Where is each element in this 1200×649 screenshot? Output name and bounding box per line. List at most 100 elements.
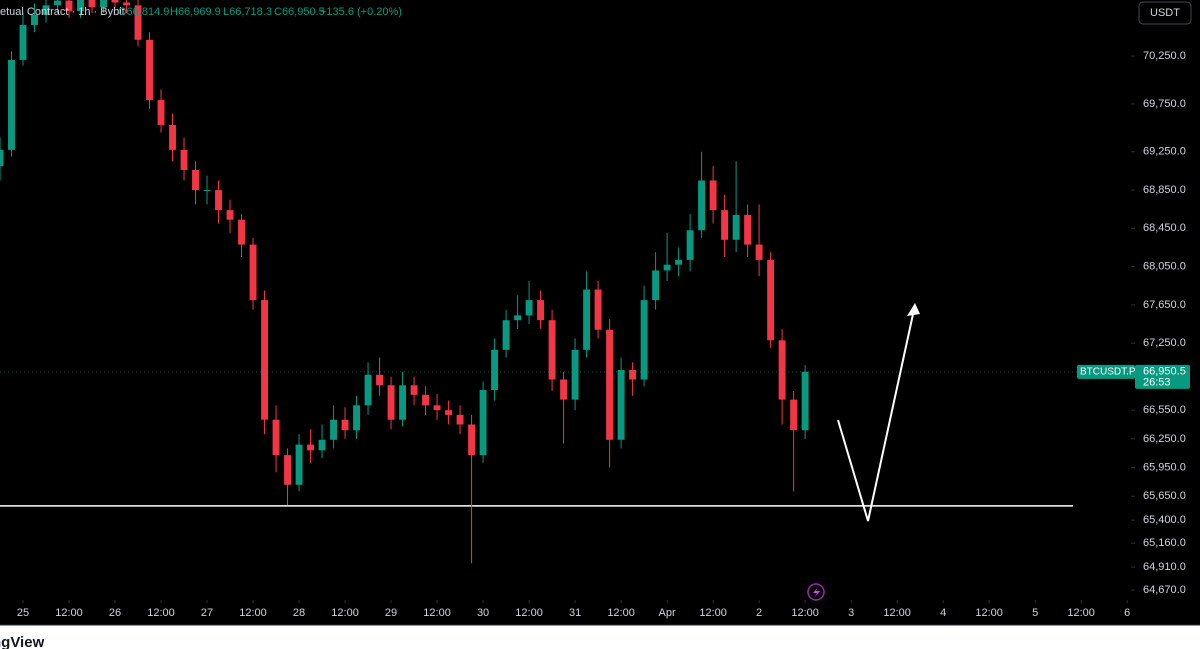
candle-body — [341, 419, 349, 431]
candle-body — [525, 300, 533, 316]
candle-body — [445, 410, 453, 415]
candle-body — [479, 390, 487, 456]
candle-body — [169, 124, 176, 150]
y-tick-label: 68,450.0 — [1143, 222, 1186, 234]
y-tick-label: 66,550.0 — [1143, 404, 1186, 416]
x-tick-label: 12:00 — [699, 607, 727, 619]
arrow-head — [907, 303, 920, 316]
ohlc-low: L66,718.3 — [223, 6, 272, 18]
candle-body — [629, 369, 637, 380]
x-tick-label: 30 — [477, 607, 489, 619]
x-tick-label: Apr — [659, 607, 676, 619]
ohlc-change: +135.6 (+0.20%) — [320, 6, 402, 18]
x-tick-label: 5 — [1032, 607, 1038, 619]
x-tick-label: 25 — [17, 607, 29, 619]
candle-body — [594, 289, 602, 330]
candle-body — [272, 419, 280, 456]
candle-body — [675, 259, 683, 265]
candle-body — [456, 414, 464, 425]
candle-body — [146, 39, 153, 101]
currency[interactable]: USDT — [1150, 7, 1180, 19]
candle-body — [65, 0, 73, 12]
x-tick-label: 12:00 — [239, 607, 267, 619]
x-tick-label: 6 — [1124, 607, 1130, 619]
y-tick-label: 68,850.0 — [1143, 184, 1186, 196]
y-tick-label: 65,950.0 — [1143, 461, 1186, 473]
x-tick-label: 27 — [201, 607, 213, 619]
drawing-arrow — [837, 304, 916, 522]
candle-body — [801, 371, 809, 431]
candle-body — [571, 349, 579, 400]
y-tick-label: 65,160.0 — [1143, 537, 1186, 549]
candle-body — [123, 2, 130, 6]
candle-body — [215, 190, 222, 211]
x-tick-label: 29 — [385, 607, 397, 619]
candle-body — [744, 214, 752, 245]
candle-body — [203, 190, 211, 192]
candle-body — [261, 300, 268, 420]
x-tick-label: 12:00 — [423, 607, 451, 619]
candle-body — [111, 0, 119, 3]
x-tick-label: 28 — [293, 607, 305, 619]
candle-body — [284, 455, 291, 485]
x-tick-label: 26 — [109, 607, 121, 619]
candle-body — [249, 244, 257, 301]
y-tick-label: 68,050.0 — [1143, 261, 1186, 273]
candle-body — [732, 214, 740, 240]
legend-header: etual Contract · 1h · Bybit O66,814.9 H6… — [0, 6, 402, 18]
x-tick-label: 12:00 — [791, 607, 819, 619]
x-tick-label: 2 — [756, 607, 762, 619]
candle-body — [583, 289, 591, 350]
x-tick-label: 12:00 — [515, 607, 543, 619]
y-tick-label: 65,400.0 — [1143, 514, 1186, 526]
candle-body — [31, 14, 38, 25]
candle-body — [387, 385, 395, 420]
candle-body — [77, 0, 84, 12]
candle-body — [353, 405, 361, 431]
event-bolt — [813, 587, 820, 598]
event-icon — [807, 583, 825, 601]
candle-body — [330, 419, 337, 440]
x-tick-label: 12:00 — [883, 607, 911, 619]
x-tick-label: 12:00 — [147, 607, 175, 619]
candle-body — [54, 0, 61, 6]
candle-body — [617, 369, 625, 440]
price-label-bg — [1135, 364, 1190, 389]
footer — [0, 625, 1200, 649]
candle-body — [767, 259, 775, 341]
candle-body — [180, 149, 188, 170]
candle-body — [376, 374, 384, 386]
candle-body — [42, 5, 50, 15]
symbol-label-bg — [1077, 364, 1135, 379]
x-tick-label: 12:00 — [331, 607, 359, 619]
y-tick-label: 69,750.0 — [1143, 98, 1186, 110]
currency-button[interactable] — [1138, 1, 1192, 25]
symbol-label: BTCUSDT.P — [1080, 366, 1136, 377]
candle-body — [686, 230, 694, 260]
candle-body — [410, 385, 418, 395]
candle-body — [192, 169, 199, 191]
candle-body — [307, 444, 314, 451]
ohlc-high: H66,969.9 — [170, 6, 221, 18]
candle-body — [491, 349, 499, 391]
candle-body — [468, 424, 476, 456]
candle-body — [399, 385, 407, 420]
candle-body — [709, 180, 717, 211]
candle-body — [721, 210, 729, 240]
candle-body — [433, 405, 441, 411]
x-tick-label: 31 — [569, 607, 581, 619]
candle-body — [560, 379, 568, 400]
watermark: ngView — [0, 634, 45, 649]
y-tick-label: 65,650.0 — [1143, 490, 1186, 502]
candle-body — [698, 180, 706, 231]
x-tick-label: 12:00 — [607, 607, 635, 619]
ohlc-close: C66,950.5 — [274, 6, 325, 18]
candle-body — [548, 320, 556, 380]
price-label: 66,950.5 — [1143, 366, 1186, 378]
candle-body — [238, 219, 245, 245]
candle-body — [19, 24, 27, 60]
candle-body — [318, 439, 326, 451]
y-tick-label: 70,250.0 — [1143, 50, 1186, 62]
